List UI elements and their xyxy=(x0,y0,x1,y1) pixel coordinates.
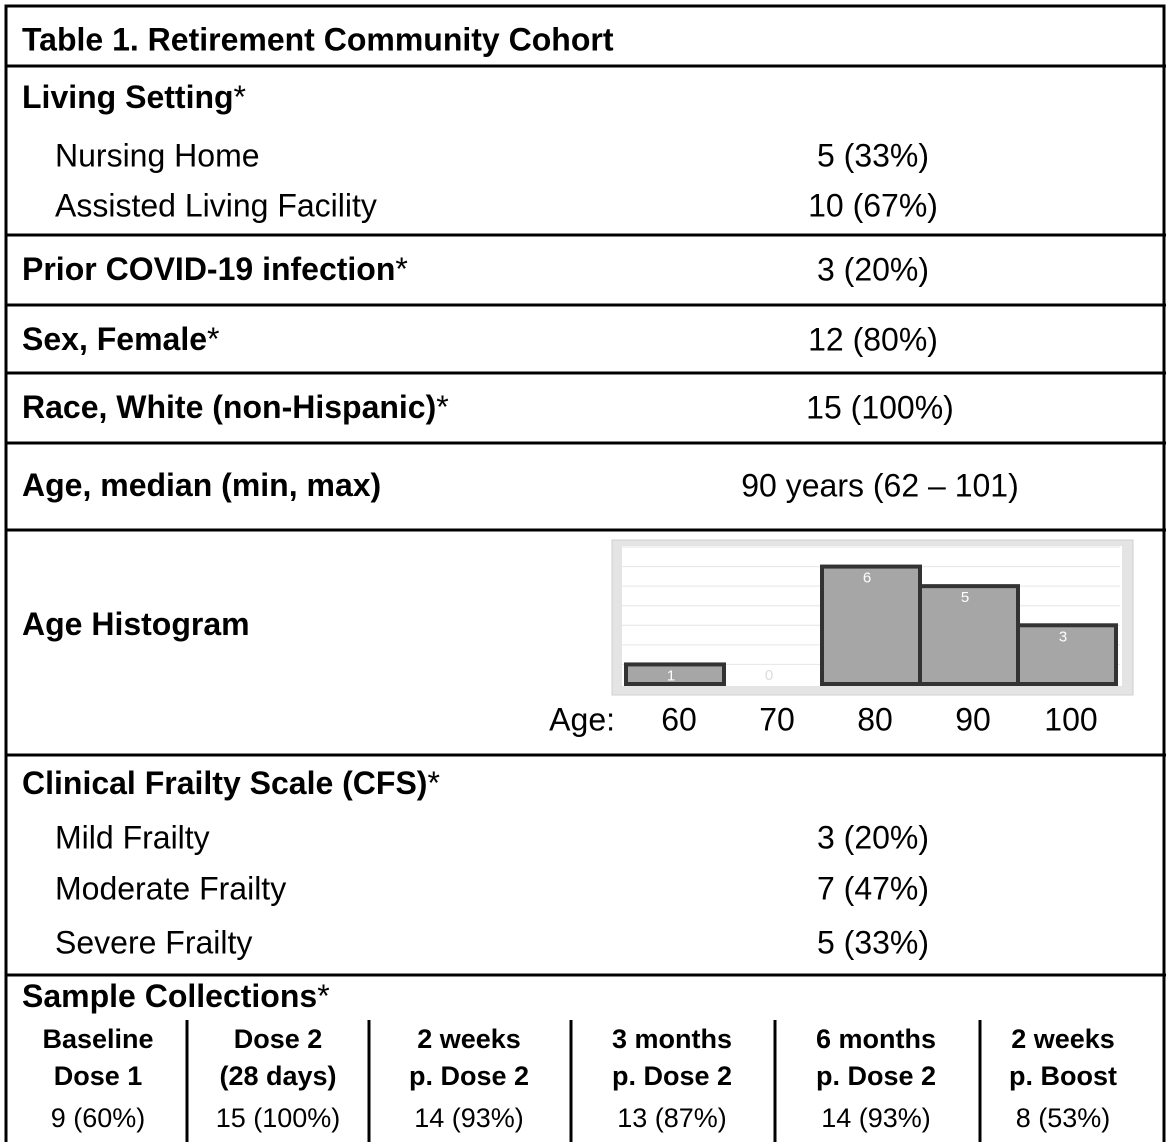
bar-label: 5 xyxy=(961,589,969,606)
heading-label: Sample Collections xyxy=(22,978,317,1014)
table-title: Table 1. Retirement Community Cohort xyxy=(22,21,614,57)
x-tick-label: 70 xyxy=(759,701,795,737)
row-value: 15 (100%) xyxy=(216,1103,341,1133)
row-heading: Age, median (min, max) xyxy=(22,467,381,503)
row-value: 9 (60%) xyxy=(51,1103,146,1133)
column-header: (28 days) xyxy=(219,1061,336,1091)
row-value: 5 (33%) xyxy=(817,137,929,173)
bar-label: 1 xyxy=(667,667,675,684)
heading-marker: * xyxy=(436,389,448,425)
column-header: 3 months xyxy=(612,1024,732,1054)
bar xyxy=(624,662,726,687)
row-heading: Age Histogram xyxy=(22,606,250,642)
row-value: 15 (100%) xyxy=(806,389,954,425)
column-header: Baseline xyxy=(42,1024,153,1054)
table-border xyxy=(4,4,1166,1142)
row-label: Nursing Home xyxy=(55,137,260,173)
heading-label: Prior COVID-19 infection xyxy=(22,251,395,287)
bar-label: 0 xyxy=(765,667,773,684)
heading-label: Age Histogram xyxy=(22,606,250,642)
row-value: 14 (93%) xyxy=(414,1103,524,1133)
row-label: Mild Frailty xyxy=(55,819,210,855)
column-header: p. Dose 2 xyxy=(816,1061,936,1091)
row-value: 7 (47%) xyxy=(817,870,929,906)
x-tick-label: 80 xyxy=(857,701,893,737)
x-tick-label: 100 xyxy=(1044,701,1097,737)
column-header: Dose 2 xyxy=(234,1024,323,1054)
column-header: 2 weeks xyxy=(1011,1024,1115,1054)
row-label: Moderate Frailty xyxy=(55,870,286,906)
bar xyxy=(820,564,922,686)
heading-marker: * xyxy=(207,321,219,357)
row-value: 90 years (62 – 101) xyxy=(741,467,1019,503)
bar xyxy=(1016,623,1118,686)
row-heading: Sample Collections* xyxy=(22,978,330,1014)
x-axis-label: Age: xyxy=(549,701,615,737)
column-header: p. Dose 2 xyxy=(409,1061,529,1091)
heading-marker: * xyxy=(317,978,329,1014)
bar-label: 6 xyxy=(863,570,871,587)
row-value: 3 (20%) xyxy=(817,819,929,855)
heading-marker: * xyxy=(395,251,407,287)
heading-marker: * xyxy=(427,765,439,801)
x-tick-label: 90 xyxy=(955,701,991,737)
row-heading: Living Setting* xyxy=(22,79,246,115)
row-heading: Prior COVID-19 infection* xyxy=(22,251,408,287)
row-value: 8 (53%) xyxy=(1016,1103,1111,1133)
column-header: p. Boost xyxy=(1009,1061,1117,1091)
heading-label: Clinical Frailty Scale (CFS) xyxy=(22,765,427,801)
heading-label: Race, White (non-Hispanic) xyxy=(22,389,436,425)
row-label: Severe Frailty xyxy=(55,924,252,960)
column-header: 6 months xyxy=(816,1024,936,1054)
bar xyxy=(918,584,1020,687)
row-value: 5 (33%) xyxy=(817,924,929,960)
row-label: Assisted Living Facility xyxy=(55,187,377,223)
heading-label: Age, median (min, max) xyxy=(22,467,381,503)
column-header: Dose 1 xyxy=(54,1061,143,1091)
heading-label: Sex, Female xyxy=(22,321,207,357)
row-value: 3 (20%) xyxy=(817,251,929,287)
row-heading: Clinical Frailty Scale (CFS)* xyxy=(22,765,440,801)
row-heading: Race, White (non-Hispanic)* xyxy=(22,389,449,425)
row-value: 10 (67%) xyxy=(808,187,938,223)
row-value: 13 (87%) xyxy=(617,1103,727,1133)
row-value: 12 (80%) xyxy=(808,321,938,357)
row-heading: Sex, Female* xyxy=(22,321,219,357)
column-header: 2 weeks xyxy=(417,1024,521,1054)
heading-label: Living Setting xyxy=(22,79,234,115)
heading-marker: * xyxy=(234,79,246,115)
column-header: p. Dose 2 xyxy=(612,1061,732,1091)
bar-label: 3 xyxy=(1059,628,1067,645)
x-tick-label: 60 xyxy=(661,701,697,737)
row-value: 14 (93%) xyxy=(821,1103,931,1133)
